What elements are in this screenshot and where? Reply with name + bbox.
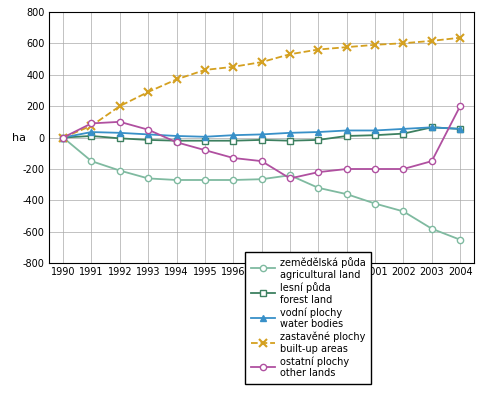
Legend: zemědělská půda
agricultural land, lesní půda
forest land, vodní plochy
water bo: zemědělská půda agricultural land, lesní… xyxy=(244,252,370,384)
Y-axis label: ha: ha xyxy=(12,132,25,143)
